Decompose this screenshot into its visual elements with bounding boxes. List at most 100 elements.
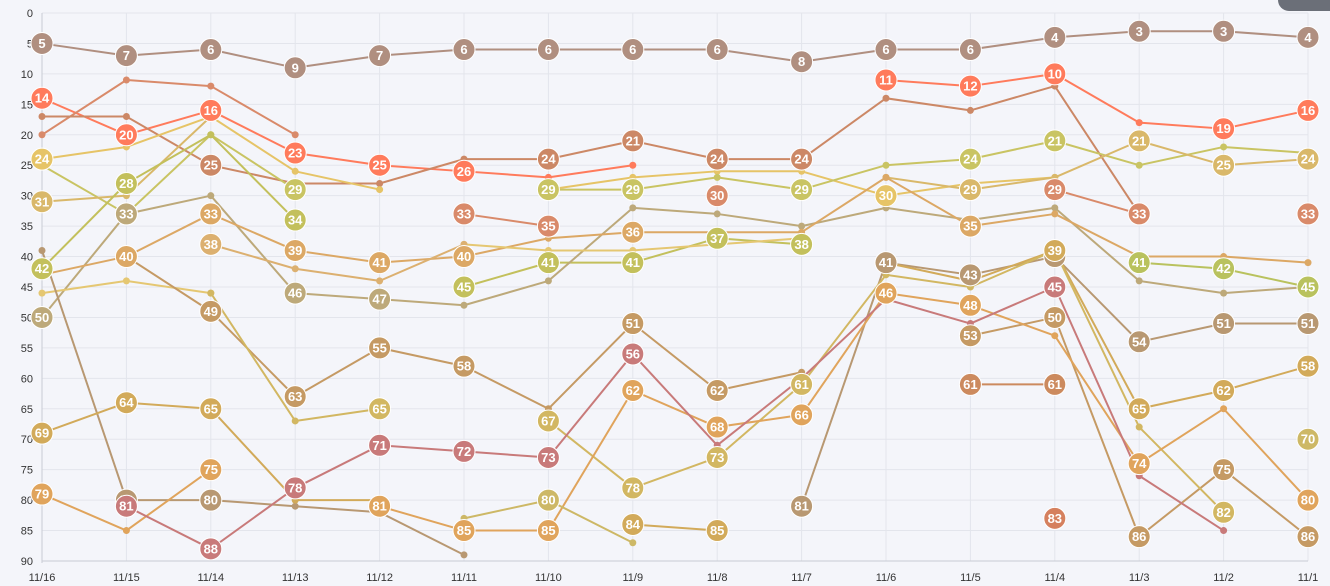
data-point-circle	[790, 403, 814, 427]
data-point-circle	[1212, 458, 1236, 482]
data-point-circle	[705, 379, 729, 403]
data-point-circle	[1296, 312, 1320, 336]
data-point-circle	[621, 342, 645, 366]
data-point-circle	[1127, 330, 1151, 354]
data-label: 45	[1301, 280, 1315, 295]
data-label: 24	[541, 152, 556, 167]
data-label: 65	[372, 401, 386, 416]
data-label: 37	[710, 231, 724, 246]
data-label: 51	[1216, 316, 1230, 331]
data-point	[460, 301, 468, 309]
corner-tab[interactable]	[1278, 0, 1330, 11]
data-point-bubble: 6	[452, 38, 476, 62]
data-label: 25	[204, 158, 218, 173]
data-label: 29	[1048, 182, 1062, 197]
data-point-bubble: 49	[199, 299, 223, 323]
data-point-circle	[705, 445, 729, 469]
x-tick-label: 11/1	[1298, 572, 1319, 584]
data-label: 16	[1301, 103, 1315, 118]
data-point	[713, 173, 721, 181]
data-point-circle	[452, 202, 476, 226]
data-point-circle	[536, 251, 560, 275]
data-label: 33	[1301, 206, 1315, 221]
data-point-bubble: 86	[1127, 525, 1151, 549]
data-point-circle	[1043, 62, 1067, 86]
data-point-circle	[621, 38, 645, 62]
data-point-circle	[1296, 525, 1320, 549]
data-point	[376, 179, 384, 187]
data-point-bubble: 51	[1212, 312, 1236, 336]
data-point-bubble: 16	[1296, 98, 1320, 122]
data-point-bubble: 38	[199, 232, 223, 256]
data-point-bubble: 48	[958, 293, 982, 317]
data-point-circle	[1043, 25, 1067, 49]
data-point-bubble: 81	[114, 494, 138, 518]
data-point	[122, 527, 130, 535]
data-point	[207, 289, 215, 297]
data-label: 62	[1216, 383, 1230, 398]
data-point-circle	[958, 324, 982, 348]
data-point-bubble: 78	[283, 476, 307, 500]
data-label: 82	[1216, 505, 1230, 520]
series-line-9	[41, 176, 1309, 276]
data-label: 6	[967, 42, 974, 57]
data-point-circle	[283, 385, 307, 409]
data-point-circle	[30, 257, 54, 281]
data-point-bubble: 30	[705, 184, 729, 208]
data-point-circle	[705, 147, 729, 171]
data-point-circle	[705, 415, 729, 439]
data-label: 49	[204, 304, 218, 319]
data-point-circle	[705, 519, 729, 543]
data-point-bubble: 31	[30, 190, 54, 214]
data-label: 25	[1216, 158, 1230, 173]
data-point-bubble: 29	[1043, 178, 1067, 202]
data-point-bubble: 65	[368, 397, 392, 421]
data-point-circle	[452, 519, 476, 543]
data-point-bubble: 45	[452, 275, 476, 299]
data-label: 51	[1301, 316, 1315, 331]
y-tick-label: 65	[21, 404, 33, 416]
data-label: 83	[1048, 511, 1062, 526]
data-point-circle	[283, 281, 307, 305]
data-label: 72	[457, 444, 471, 459]
data-label: 6	[460, 42, 467, 57]
data-point	[38, 113, 46, 121]
data-point-circle	[368, 153, 392, 177]
data-point-bubble: 23	[283, 141, 307, 165]
series-line-18	[125, 286, 1225, 550]
data-label: 73	[710, 450, 724, 465]
x-tick-label: 11/12	[366, 572, 393, 584]
data-label: 88	[204, 541, 218, 556]
data-label: 70	[1301, 432, 1315, 447]
data-point-bubble: 72	[452, 439, 476, 463]
data-label: 33	[119, 206, 133, 221]
data-point-circle	[452, 354, 476, 378]
data-label: 30	[710, 188, 724, 203]
y-tick-label: 10	[21, 69, 33, 81]
y-tick-label: 30	[21, 191, 33, 203]
data-label: 47	[372, 292, 386, 307]
data-point-circle	[30, 86, 54, 110]
data-point-bubble: 4	[1296, 25, 1320, 49]
data-point-bubble: 58	[452, 354, 476, 378]
data-label: 6	[545, 42, 552, 57]
data-label: 81	[119, 499, 133, 514]
data-point-circle	[958, 178, 982, 202]
data-point-bubble: 73	[705, 445, 729, 469]
data-point-circle	[536, 488, 560, 512]
data-point	[460, 551, 468, 559]
data-point-bubble: 80	[536, 488, 560, 512]
data-point-circle	[1043, 129, 1067, 153]
data-point-circle	[1296, 147, 1320, 171]
data-point-bubble: 20	[114, 123, 138, 147]
data-point-bubble: 24	[1296, 147, 1320, 171]
data-point-bubble: 73	[536, 445, 560, 469]
data-point-circle	[1212, 257, 1236, 281]
data-label: 24	[1301, 152, 1316, 167]
data-label: 48	[963, 298, 977, 313]
data-point-circle	[621, 251, 645, 275]
data-label: 69	[35, 426, 49, 441]
data-point-circle	[114, 391, 138, 415]
data-label: 29	[963, 182, 977, 197]
